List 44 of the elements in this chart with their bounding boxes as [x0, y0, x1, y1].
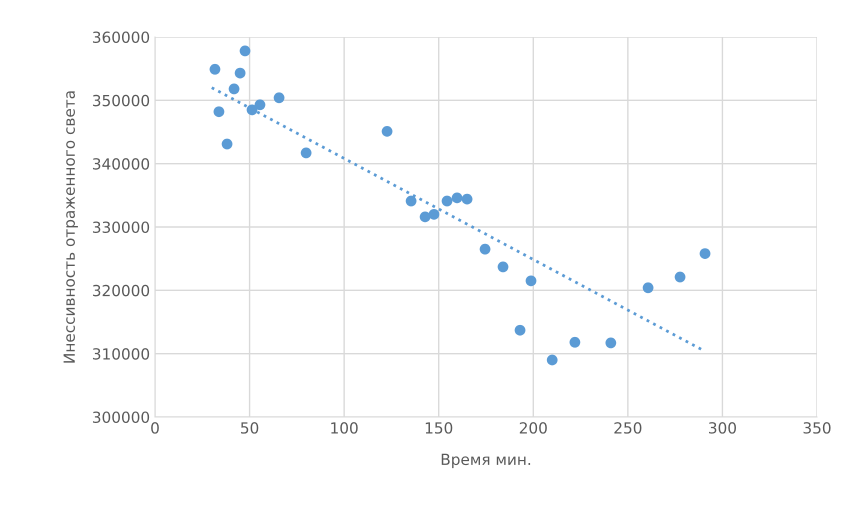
- point: [546, 354, 558, 366]
- point: [605, 338, 616, 348]
- x-tick-label: 50: [241, 422, 258, 434]
- point: [462, 194, 472, 205]
- y-tick-label: 360000: [92, 31, 150, 44]
- point: [382, 126, 392, 137]
- point: [514, 324, 526, 336]
- y-tick-label: 340000: [92, 158, 150, 170]
- point: [452, 192, 462, 204]
- point: [240, 46, 250, 56]
- point: [570, 336, 580, 348]
- point: [700, 248, 710, 259]
- point: [300, 148, 312, 158]
- point: [480, 244, 490, 255]
- point: [642, 282, 654, 294]
- x-tick-label: 300: [709, 422, 736, 434]
- x-tick-label: 150: [426, 422, 452, 434]
- point: [420, 211, 430, 222]
- x-tick-label: 350: [804, 422, 831, 434]
- y-tick-label: 320000: [92, 284, 150, 296]
- point: [498, 262, 508, 272]
- x-tick-label: 200: [520, 422, 547, 434]
- y-tick-label: 310000: [92, 348, 150, 360]
- point: [234, 68, 246, 78]
- point: [210, 64, 220, 75]
- x-tick-label: 0: [151, 422, 159, 434]
- y-tick-label: 330000: [92, 221, 150, 234]
- x-tick-label: 100: [331, 422, 358, 434]
- point: [214, 106, 224, 118]
- x-axis-title: Время мин.: [442, 454, 530, 468]
- point: [254, 99, 266, 110]
- point: [274, 92, 284, 104]
- y-axis-title: Инессивность отраженного света: [64, 91, 78, 363]
- x-tick-label: 250: [614, 422, 642, 434]
- point: [228, 84, 240, 94]
- point: [428, 208, 440, 220]
- point: [526, 275, 536, 286]
- point: [222, 138, 232, 150]
- point: [246, 104, 258, 116]
- y-tick-label: 350000: [92, 94, 150, 106]
- y-tick-label: 300000: [92, 411, 150, 424]
- point: [442, 196, 452, 206]
- point: [674, 272, 686, 282]
- point: [406, 196, 416, 206]
